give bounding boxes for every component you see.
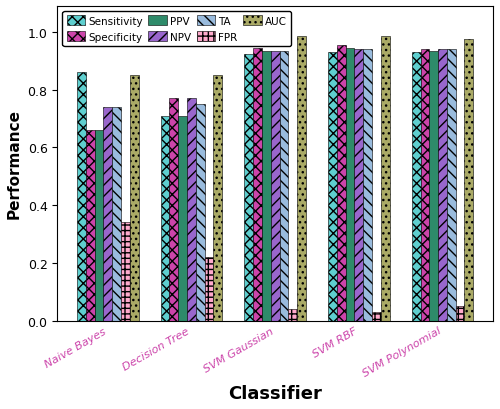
Bar (253, 49, 262, 321)
Bar (196, 105, 204, 321)
Bar (130, 76, 138, 321)
Legend: Sensitivity, Specificity, PPV, NPV, TA, FPR, AUC, : Sensitivity, Specificity, PPV, NPV, TA, … (62, 12, 291, 47)
Bar (297, 37, 306, 321)
Bar (430, 52, 438, 321)
Bar (337, 46, 345, 321)
Bar (464, 40, 473, 321)
Bar (77, 73, 86, 321)
Bar (178, 116, 187, 321)
Bar (288, 309, 297, 321)
Bar (420, 50, 430, 321)
Bar (456, 306, 464, 321)
Bar (104, 108, 112, 321)
Bar (381, 37, 390, 321)
Bar (86, 131, 94, 321)
Bar (160, 116, 170, 321)
Bar (447, 50, 456, 321)
Bar (328, 53, 337, 321)
Bar (214, 76, 222, 321)
Bar (346, 49, 354, 321)
Bar (94, 131, 104, 321)
Bar (204, 257, 214, 321)
Bar (121, 223, 130, 321)
Bar (363, 50, 372, 321)
Y-axis label: Performance: Performance (7, 109, 22, 219)
Bar (170, 99, 178, 321)
Bar (262, 52, 270, 321)
Bar (270, 52, 280, 321)
Bar (354, 50, 363, 321)
Bar (187, 99, 196, 321)
Bar (244, 54, 253, 321)
Bar (112, 108, 121, 321)
X-axis label: Classifier: Classifier (228, 384, 322, 402)
Bar (412, 53, 420, 321)
Bar (280, 52, 288, 321)
Bar (438, 50, 447, 321)
Bar (372, 312, 381, 321)
